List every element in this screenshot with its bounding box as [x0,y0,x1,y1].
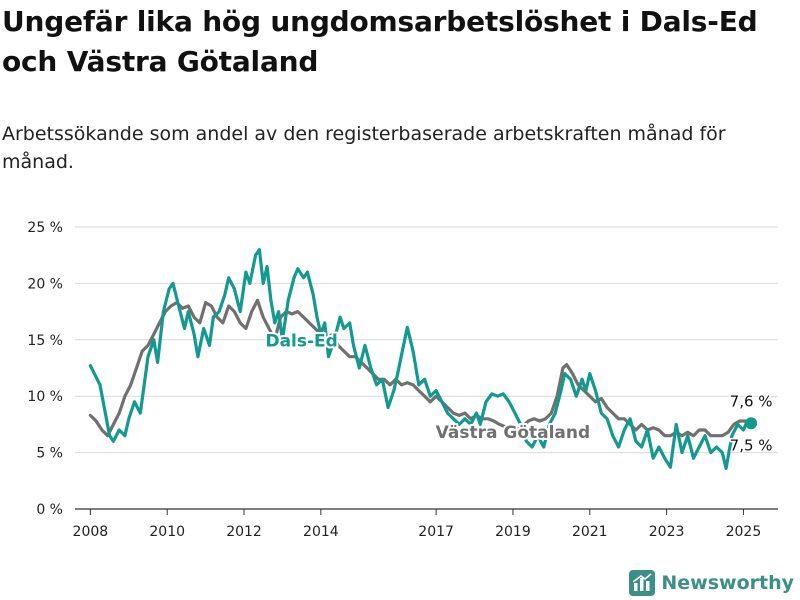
dals-ed-series-label: Dals-Ed [265,332,337,352]
y-tick-label: 0 % [36,502,63,518]
series-labels: Dals-Ed Västra Götaland 7,6 % 7,5 % [263,330,774,456]
x-tick-label: 2014 [303,524,339,540]
dals-ed-end-value: 7,6 % [730,392,773,410]
x-tick-label: 2017 [418,524,454,540]
x-tick-label: 2021 [572,524,608,540]
vastra-gotaland-series-label: Västra Götaland [436,423,591,443]
y-tick-label: 10 % [27,389,63,405]
brand-logo: Newsworthy [629,570,794,596]
chart-title: Ungefär lika hög ungdomsarbetslöshet i D… [2,5,758,78]
bar-chart-logo-icon [629,570,656,596]
y-tick-label: 25 % [27,220,63,236]
x-tick-label: 2010 [149,524,185,540]
dals-ed-line [88,248,753,470]
x-axis-ticks: 2008 2010 2012 2014 2017 2019 2021 2023 2025 [73,509,762,540]
grid-lines [75,226,778,510]
dals-ed-end-point [745,417,758,430]
x-tick-label: 2025 [726,524,762,540]
x-tick-label: 2023 [649,524,685,540]
brand-name: Newsworthy [661,572,794,594]
vastra-gotaland-line [88,298,753,438]
y-tick-label: 15 % [27,333,63,349]
x-tick-label: 2012 [226,524,262,540]
y-axis-ticks: 0 % 5 % 10 % 15 % 20 % 25 % [27,220,63,518]
x-tick-label: 2008 [73,524,109,540]
vastra-gotaland-end-value: 7,5 % [730,436,773,454]
y-tick-label: 5 % [36,446,63,462]
series-lines [88,248,758,470]
chart-subtitle: Arbetssökande som andel av den registerb… [2,123,726,173]
y-tick-label: 20 % [27,276,63,292]
x-tick-label: 2019 [495,524,531,540]
